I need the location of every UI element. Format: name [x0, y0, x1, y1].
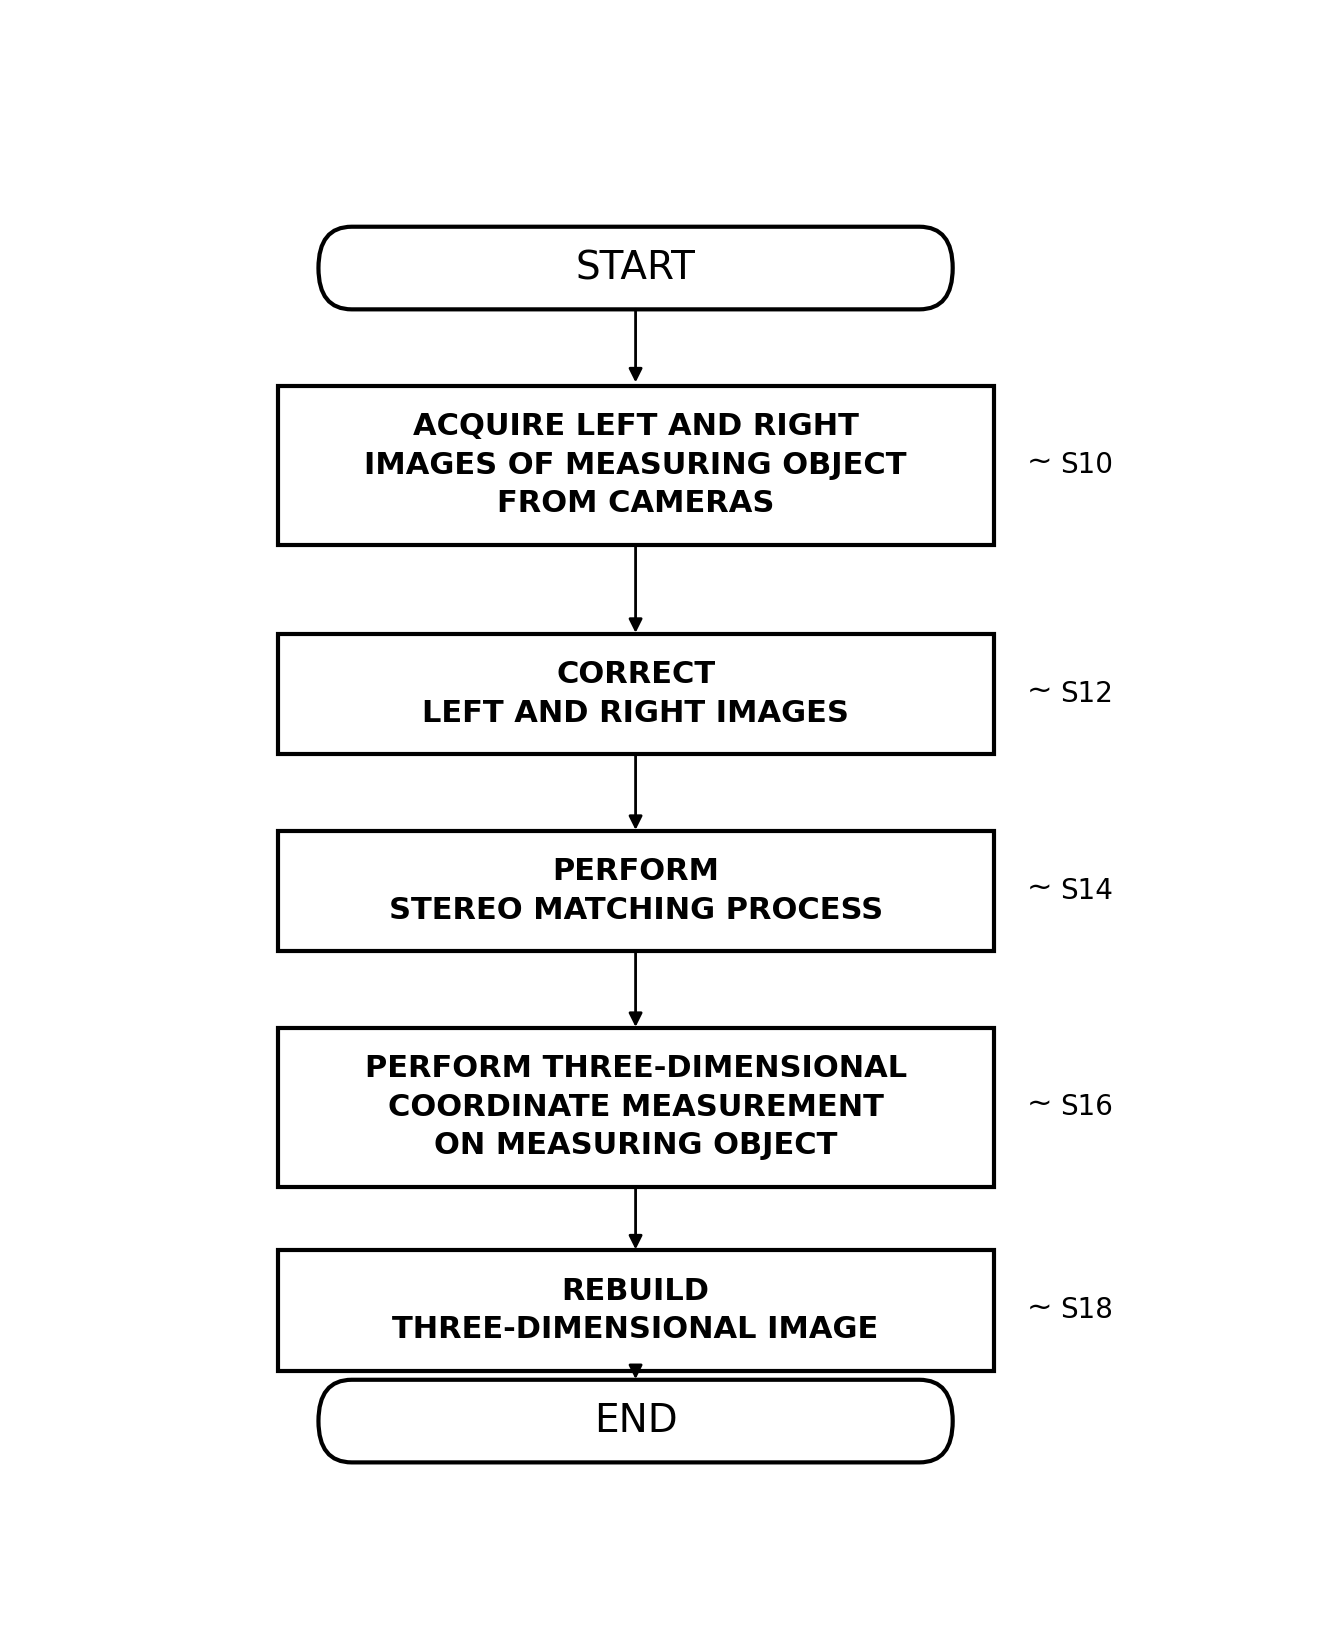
Text: S16: S16 — [1060, 1093, 1113, 1121]
Text: CORRECT
LEFT AND RIGHT IMAGES: CORRECT LEFT AND RIGHT IMAGES — [422, 660, 849, 728]
Bar — [277, 386, 994, 545]
Bar — [277, 634, 994, 755]
Text: S10: S10 — [1060, 451, 1113, 479]
Bar — [277, 830, 994, 951]
Text: ~: ~ — [1027, 1293, 1052, 1322]
Text: S14: S14 — [1060, 877, 1113, 905]
Text: START: START — [576, 249, 696, 287]
Text: ~: ~ — [1027, 447, 1052, 477]
Text: END: END — [594, 1402, 677, 1440]
Text: ACQUIRE LEFT AND RIGHT
IMAGES OF MEASURING OBJECT
FROM CAMERAS: ACQUIRE LEFT AND RIGHT IMAGES OF MEASURI… — [364, 413, 907, 518]
Text: PERFORM
STEREO MATCHING PROCESS: PERFORM STEREO MATCHING PROCESS — [388, 857, 883, 925]
FancyBboxPatch shape — [318, 1380, 953, 1463]
Text: PERFORM THREE-DIMENSIONAL
COORDINATE MEASUREMENT
ON MEASURING OBJECT: PERFORM THREE-DIMENSIONAL COORDINATE MEA… — [364, 1055, 907, 1159]
Text: ~: ~ — [1027, 1090, 1052, 1119]
Text: S12: S12 — [1060, 680, 1113, 708]
Text: ~: ~ — [1027, 873, 1052, 903]
FancyBboxPatch shape — [318, 226, 953, 309]
Bar — [277, 1250, 994, 1370]
Text: REBUILD
THREE-DIMENSIONAL IMAGE: REBUILD THREE-DIMENSIONAL IMAGE — [392, 1276, 879, 1344]
Text: S18: S18 — [1060, 1296, 1113, 1324]
Bar — [277, 1027, 994, 1187]
Text: ~: ~ — [1027, 677, 1052, 707]
